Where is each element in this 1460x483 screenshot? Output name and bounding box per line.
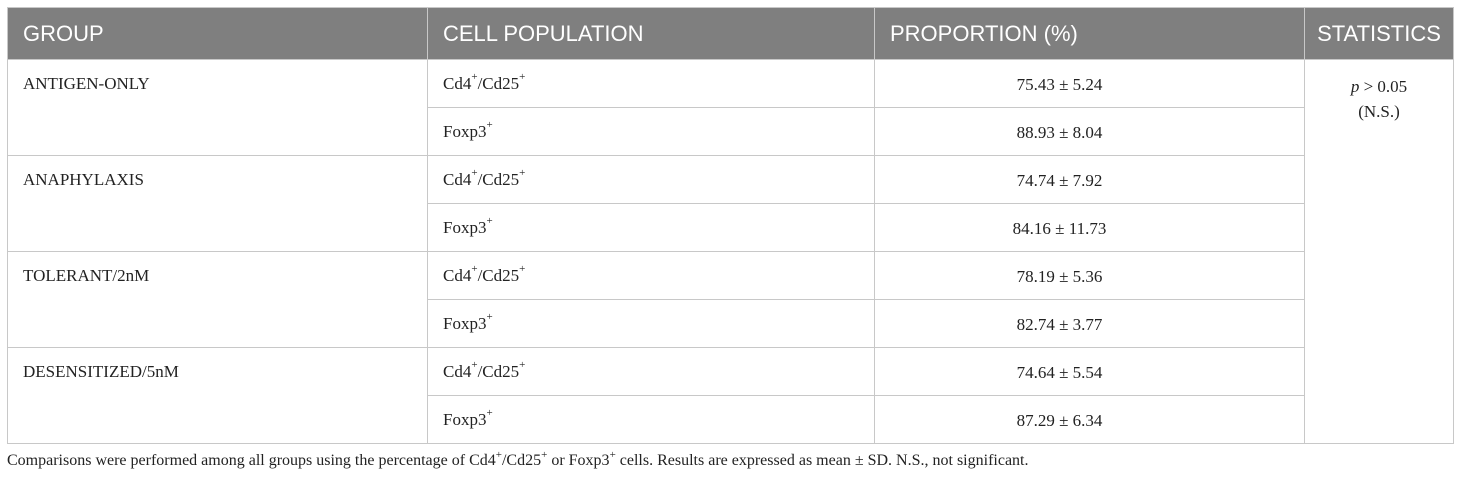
proportion-cell: 88.93 ± 8.04 (874, 107, 1305, 156)
table-row: TOLERANT/2nM Cd4+/Cd25+ 78.19 ± 5.36 (7, 251, 1454, 348)
group-cell: TOLERANT/2nM (7, 251, 428, 348)
p-value: > 0.05 (1359, 77, 1408, 96)
proportion-cell: 87.29 ± 6.34 (874, 395, 1305, 444)
table-row: DESENSITIZED/5nM Cd4+/Cd25+ 74.64 ± 5.54 (7, 347, 1454, 444)
group-cell: ANAPHYLAXIS (7, 155, 428, 252)
proportion-cell: 82.74 ± 3.77 (874, 299, 1305, 348)
significance-note: (N.S.) (1358, 102, 1400, 121)
group-cell: ANTIGEN-ONLY (7, 59, 428, 156)
header-group: GROUP (7, 7, 428, 60)
cell-population-cell: Cd4+/Cd25+ (427, 347, 875, 396)
proportion-cell: 84.16 ± 11.73 (874, 203, 1305, 252)
table-row: ANAPHYLAXIS Cd4+/Cd25+ 74.74 ± 7.92 (7, 155, 1454, 252)
statistics-cell: p > 0.05 (N.S.) (1304, 59, 1454, 444)
header-proportion: PROPORTION (%) (874, 7, 1305, 60)
table-row: Foxp3+ 88.93 ± 8.04 (8, 107, 1454, 156)
cell-population-cell: Foxp3+ (427, 299, 875, 348)
p-label: p (1350, 77, 1360, 96)
table-header-row: GROUP CELL POPULATION PROPORTION (%) STA… (7, 7, 1454, 60)
cell-population-cell: Foxp3+ (427, 107, 875, 156)
table-row: ANTIGEN-ONLY Cd4+/Cd25+ 75.43 ± 5.24 p >… (7, 59, 1454, 444)
header-cell-population: CELL POPULATION (427, 7, 875, 60)
cell-population-cell: Foxp3+ (427, 395, 875, 444)
proportion-cell: 78.19 ± 5.36 (874, 251, 1305, 300)
results-table: GROUP CELL POPULATION PROPORTION (%) STA… (7, 7, 1454, 444)
table-row: Foxp3+ 87.29 ± 6.34 (8, 395, 1454, 444)
group-cell: DESENSITIZED/5nM (7, 347, 428, 444)
cell-population-cell: Cd4+/Cd25+ (427, 155, 875, 204)
cell-population-cell: Foxp3+ (427, 203, 875, 252)
table-row: Foxp3+ 82.74 ± 3.77 (8, 299, 1454, 348)
table-container: GROUP CELL POPULATION PROPORTION (%) STA… (7, 7, 1454, 444)
header-statistics: STATISTICS (1304, 7, 1454, 60)
cell-population-cell: Cd4+/Cd25+ (427, 251, 875, 300)
proportion-cell: 74.74 ± 7.92 (874, 155, 1305, 204)
cell-population-cell: Cd4+/Cd25+ (427, 59, 875, 108)
proportion-cell: 75.43 ± 5.24 (874, 59, 1305, 108)
table-footnote: Comparisons were performed among all gro… (7, 449, 1029, 469)
proportion-cell: 74.64 ± 5.54 (874, 347, 1305, 396)
